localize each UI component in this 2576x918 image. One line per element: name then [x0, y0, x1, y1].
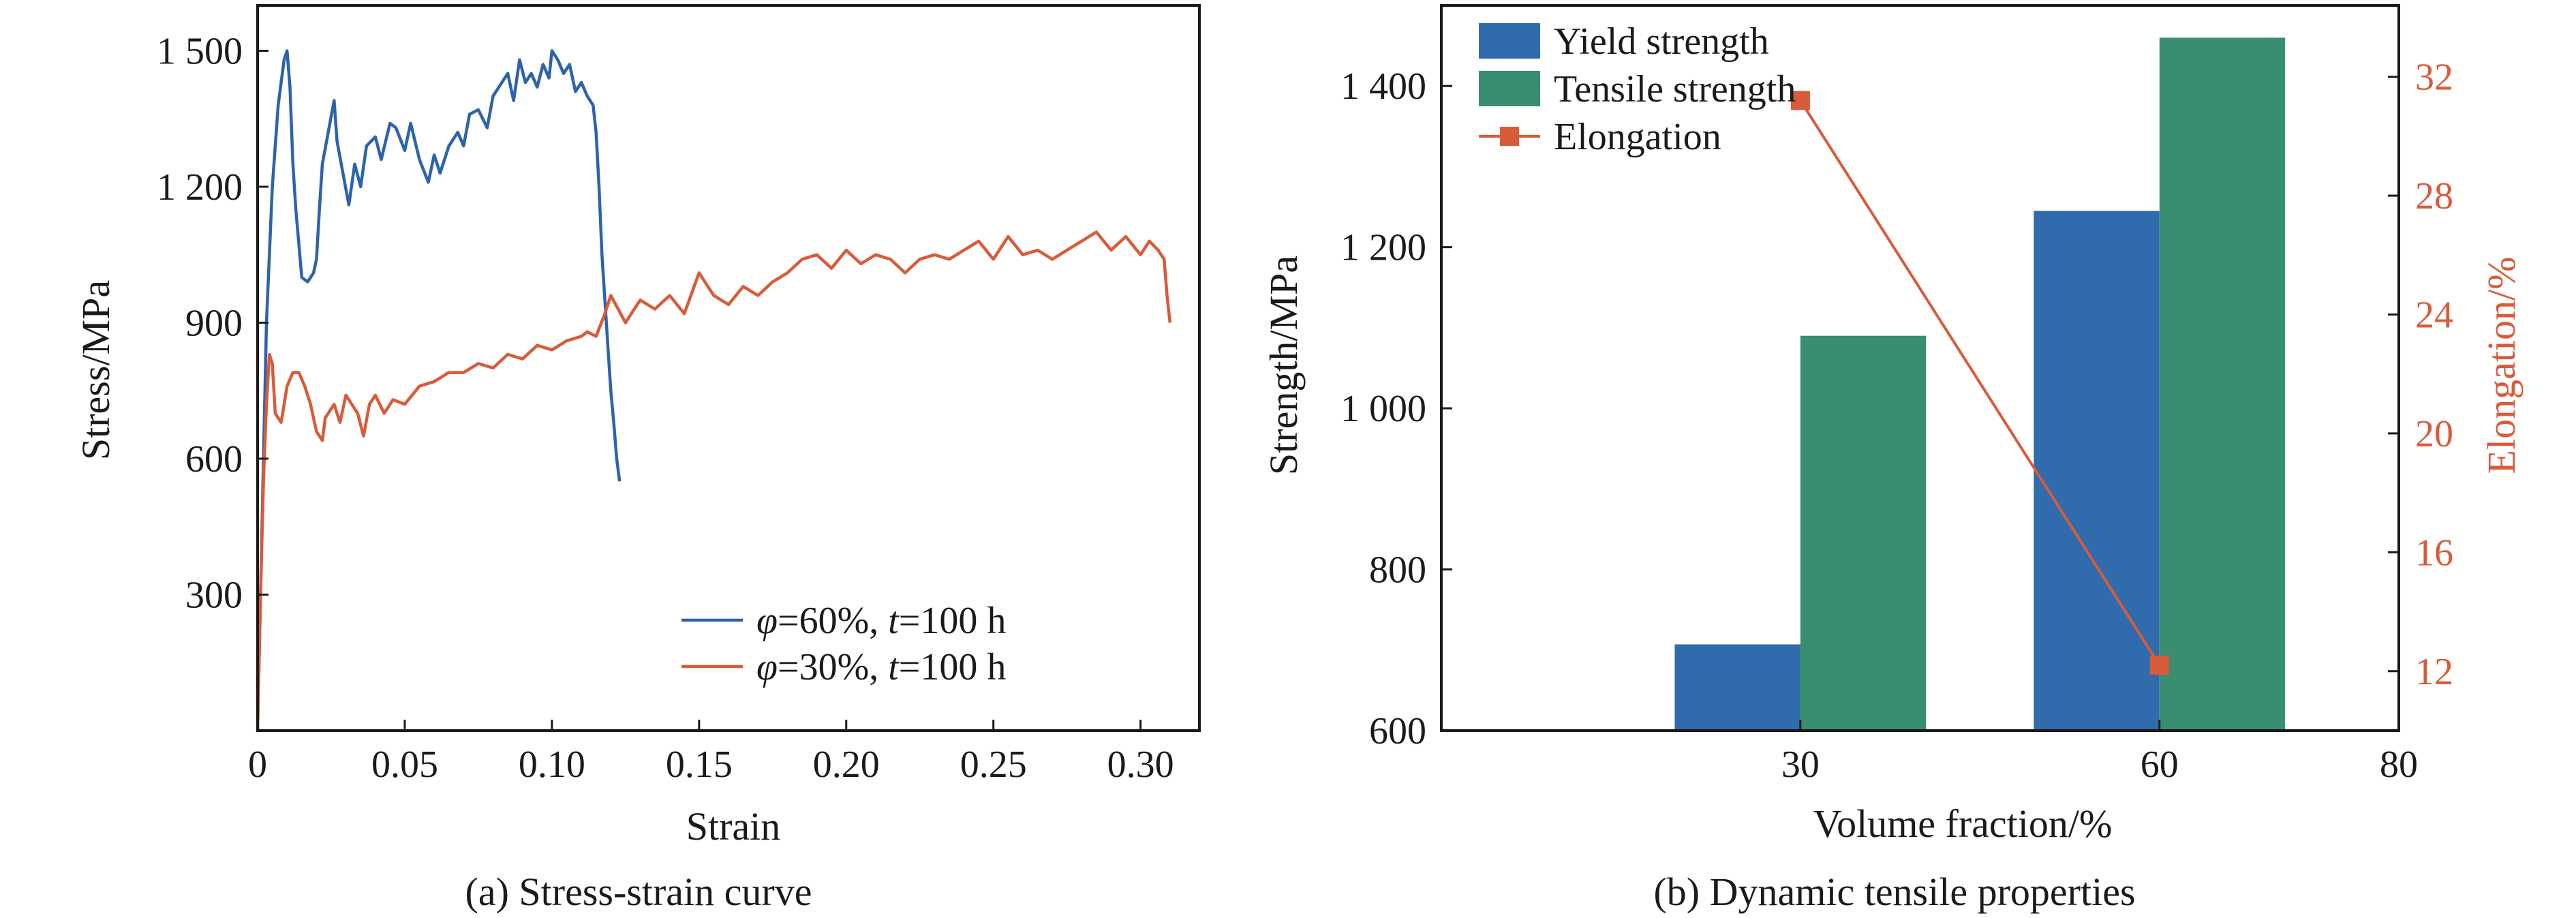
panel-b-y-tick-label: 800 [1369, 549, 1426, 592]
panel-a: 0 0.05 0.10 0.15 0.20 0.25 0.30 300 600 900 1 200… [74, 4, 1201, 914]
panel-b-legend-label-1: Yield strength [1554, 20, 1769, 63]
panel-a-legend-label-2: φ=30%, t=100 h [756, 646, 1006, 688]
panel-b-y2-ticks: 12 16 20 24 28 32 [2388, 57, 2453, 693]
panel-b-x-axis-label: Volume fraction/% [1813, 801, 2113, 846]
panel-b-frame [1440, 4, 2400, 732]
panel-b-y2-tick-label: 24 [2415, 294, 2453, 337]
panel-a-x-tick-label: 0 [248, 744, 267, 786]
panel-a-legend: φ=60%, t=100 hφ=30%, t=100 h [681, 600, 1006, 688]
panel-b-legend-label-3: Elongation [1554, 116, 1721, 158]
panel-a-y-tick-label: 900 [185, 303, 243, 345]
panel-b-y-tick-label: 1 400 [1340, 65, 1426, 108]
panel-b-y-ticks: 600 800 1 000 1 200 1 400 [1340, 65, 1452, 752]
panel-a-series [256, 49, 1172, 731]
panel-a-y-tick-label: 600 [185, 438, 243, 480]
panel-b-bar-yield-strength-30 [1674, 644, 1800, 731]
panel-a-x-tick-label: 0.05 [371, 744, 438, 786]
panel-a-legend-label-1: φ=60%, t=100 h [756, 600, 1006, 642]
panel-b-bars [1674, 37, 2286, 731]
panel-b-x-ticks: 30 60 80 [1781, 720, 2418, 786]
panel-b-y-tick-label: 1 200 [1340, 227, 1426, 269]
panel-b-y2-tick-label: 12 [2415, 651, 2453, 693]
panel-b-x-tick-label: 30 [1781, 744, 1820, 786]
panel-a-x-tick-label: 0.20 [813, 744, 880, 786]
panel-a-y-tick-label: 1 500 [157, 31, 243, 73]
panel-b-legend-swatch-marker [1500, 127, 1519, 146]
panel-b-caption: (b) Dynamic tensile properties [1653, 870, 2135, 914]
panel-b-y-tick-label: 600 [1369, 710, 1426, 752]
panel-b-elongation-series [1790, 91, 2169, 675]
panel-b-bar-tensile-strength-60 [2159, 37, 2286, 731]
panel-a-x-axis-label: Strain [686, 804, 781, 848]
panel-a-series-line-2 [256, 230, 1172, 731]
panel-b-y2-tick-label: 28 [2415, 175, 2453, 217]
panel-b-y2-tick-label: 20 [2415, 413, 2453, 455]
panel-b-y2-tick-label: 32 [2415, 57, 2453, 99]
panel-b-legend-label-2: Tensile strength [1554, 68, 1796, 110]
panel-b-elongation-marker-60 [2149, 656, 2169, 675]
panel-b-y-axis-label: Strength/MPa [1261, 256, 1306, 475]
panel-b-bar-yield-strength-60 [2034, 211, 2160, 731]
panel-a-x-tick-label: 0.15 [666, 744, 733, 786]
panel-a-y-tick-label: 300 [185, 575, 243, 617]
panel-a-x-tick-label: 0.25 [960, 744, 1027, 786]
panel-a-x-tick-label: 0.10 [519, 744, 585, 786]
panel-b-y2-axis-label: Elongation/% [2479, 257, 2524, 474]
panel-b-elongation-line [1799, 100, 2161, 667]
panel-b-legend-swatch-1 [1479, 23, 1540, 59]
panel-a-x-ticks: 0 0.05 0.10 0.15 0.20 0.25 0.30 [248, 720, 1174, 786]
panel-a-x-tick-label: 0.30 [1107, 744, 1174, 786]
panel-b-y-tick-label: 1 000 [1340, 388, 1426, 430]
panel-a-caption: (a) Stress-strain curve [465, 870, 812, 914]
panel-b: 30 60 80 600 800 1 000 1 200 1 400 12 16 20 24 28 3… [1261, 4, 2524, 914]
panel-b-legend-swatch-2 [1479, 71, 1540, 106]
panel-a-y-ticks: 300 600 900 1 200 1 500 [157, 31, 269, 617]
panel-b-legend: Yield strength Tensile strength Elongation [1479, 20, 1796, 158]
panel-a-series-line-1 [256, 49, 622, 731]
panel-a-frame [256, 4, 1201, 732]
panel-a-y-axis-label: Stress/MPa [74, 280, 118, 460]
panel-b-elongation-marker-30 [1790, 91, 1810, 110]
panel-b-y2-tick-label: 16 [2415, 532, 2453, 574]
panel-a-y-tick-label: 1 200 [157, 166, 243, 209]
panel-b-x-tick-label: 60 [2141, 744, 2179, 786]
panel-b-bar-tensile-strength-30 [1800, 335, 1927, 731]
panel-b-x-tick-label: 80 [2380, 744, 2418, 786]
